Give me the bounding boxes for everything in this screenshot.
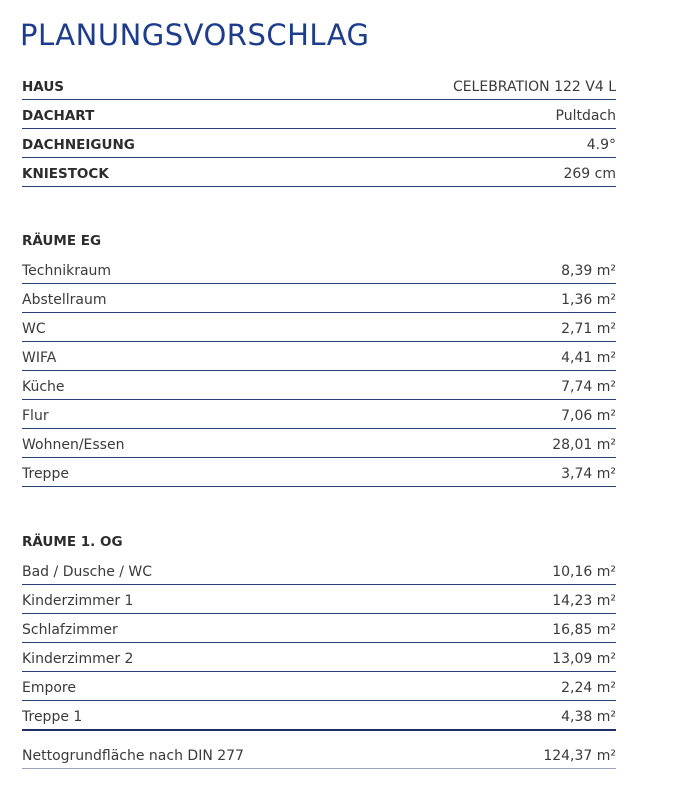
row-label: Kinderzimmer 2 — [22, 651, 134, 667]
row-label: Schlafzimmer — [22, 622, 118, 638]
row-value: 2,24 m² — [561, 680, 616, 696]
row-value: 13,09 m² — [552, 651, 616, 667]
row-value: 28,01 m² — [552, 437, 616, 453]
row-value: 269 cm — [563, 166, 616, 182]
row-value: 8,39 m² — [561, 263, 616, 279]
row-value: 7,06 m² — [561, 408, 616, 424]
row-label: DACHNEIGUNG — [22, 137, 135, 153]
row-value: 4.9° — [586, 137, 616, 153]
row-label: Kinderzimmer 1 — [22, 593, 134, 609]
divider — [22, 186, 616, 187]
divider — [22, 283, 616, 284]
divider — [22, 486, 616, 487]
row-value: 2,71 m² — [561, 321, 616, 337]
divider — [22, 729, 616, 731]
divider — [22, 99, 616, 100]
row-label: Bad / Dusche / WC — [22, 564, 153, 580]
divider — [22, 428, 616, 429]
row-label: WC — [22, 321, 46, 337]
row-value: 4,41 m² — [561, 350, 616, 366]
row-value: 3,74 m² — [561, 466, 616, 482]
divider — [22, 341, 616, 342]
divider — [22, 128, 616, 129]
row-label: Treppe — [22, 466, 69, 482]
divider — [22, 312, 616, 313]
divider — [22, 642, 616, 643]
row-label: Abstellraum — [22, 292, 107, 308]
row-label: Wohnen/Essen — [22, 437, 125, 453]
row-label: Technikraum — [22, 263, 112, 279]
section-heading: RÄUME EG — [22, 233, 102, 249]
divider — [22, 457, 616, 458]
row-value: 10,16 m² — [552, 564, 616, 580]
row-value: 4,38 m² — [561, 709, 616, 725]
divider — [22, 768, 616, 769]
row-label: Empore — [22, 680, 76, 696]
row-label: WIFA — [22, 350, 57, 366]
row-value: CELEBRATION 122 V4 L — [452, 79, 616, 95]
divider — [22, 584, 616, 585]
row-label: KNIESTOCK — [22, 166, 109, 182]
section-heading: RÄUME 1. OG — [22, 534, 123, 550]
row-label: Treppe 1 — [22, 709, 83, 725]
divider — [22, 157, 616, 158]
row-value: Pultdach — [555, 108, 616, 124]
row-value: 124,37 m² — [543, 748, 616, 764]
divider — [22, 370, 616, 371]
row-label: Nettogrundfläche nach DIN 277 — [22, 748, 244, 764]
row-label: DACHART — [22, 108, 95, 124]
row-label: Flur — [22, 408, 49, 424]
row-label: HAUS — [22, 79, 65, 95]
divider — [22, 399, 616, 400]
row-value: 14,23 m² — [552, 593, 616, 609]
row-value: 16,85 m² — [552, 622, 616, 638]
row-value: 7,74 m² — [561, 379, 616, 395]
divider — [22, 613, 616, 614]
row-value: 1,36 m² — [561, 292, 616, 308]
divider — [22, 671, 616, 672]
title: PLANUNGSVORSCHLAG — [20, 18, 370, 52]
divider — [22, 700, 616, 701]
row-label: Küche — [22, 379, 65, 395]
